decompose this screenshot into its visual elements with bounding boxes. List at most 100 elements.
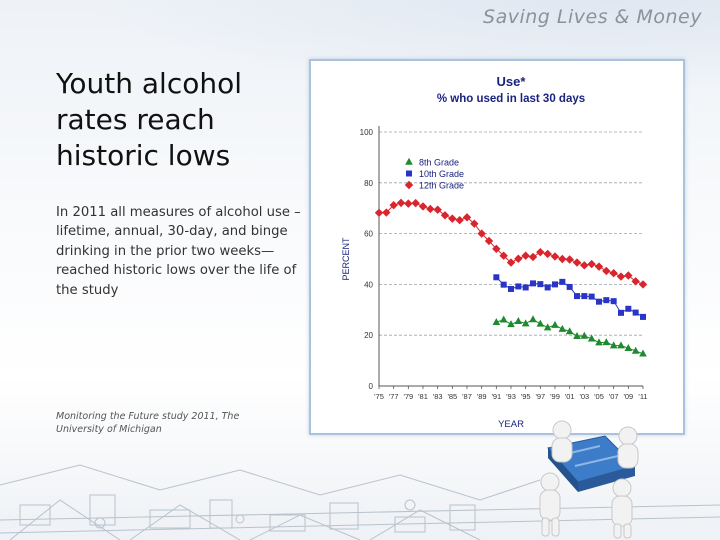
data-point-10th-grade <box>581 293 588 300</box>
data-point-8th-grade <box>529 315 537 323</box>
data-point-10th-grade <box>515 283 522 290</box>
data-point-12th-grade <box>492 244 501 254</box>
legend-label-12th-grade: 12th Grade <box>419 181 464 191</box>
data-point-8th-grade <box>558 324 567 332</box>
data-point-10th-grade <box>640 313 646 320</box>
data-point-12th-grade <box>374 208 384 217</box>
data-point-8th-grade <box>617 341 625 349</box>
data-point-12th-grade <box>470 219 479 228</box>
data-point-8th-grade <box>514 317 523 325</box>
data-point-10th-grade <box>530 280 536 287</box>
data-point-12th-grade <box>433 205 442 214</box>
x-tick-label: '07 <box>609 392 619 401</box>
data-point-8th-grade <box>499 315 508 323</box>
data-point-8th-grade <box>543 323 552 331</box>
legend-marker-10th-grade <box>406 170 412 177</box>
data-point-8th-grade <box>639 349 647 357</box>
x-tick-label: '03 <box>579 392 589 401</box>
x-tick-label: '85 <box>447 392 457 401</box>
data-point-10th-grade <box>618 309 624 316</box>
data-point-10th-grade <box>508 285 514 292</box>
data-point-8th-grade <box>521 319 530 327</box>
data-point-10th-grade <box>493 274 500 281</box>
data-point-12th-grade <box>558 254 567 264</box>
chart-frame: Use* % who used in last 30 days 0 20 40 60 80 1… <box>309 59 685 435</box>
alcohol-use-chart: Use* % who used in last 30 days 0 20 40 60 80 1… <box>341 74 648 430</box>
x-tick-label: '81 <box>418 392 428 401</box>
x-tick-label: '01 <box>565 392 575 401</box>
data-point-12th-grade <box>565 255 574 264</box>
data-point-10th-grade <box>625 305 632 312</box>
x-tick-label: '11 <box>638 392 647 401</box>
data-point-12th-grade <box>536 247 545 257</box>
data-point-12th-grade <box>616 272 626 281</box>
data-point-12th-grade <box>382 208 391 217</box>
y-axis-label: PERCENT <box>341 237 351 281</box>
data-point-12th-grade <box>543 249 552 259</box>
data-point-8th-grade <box>631 346 640 354</box>
x-tick-label: '99 <box>550 392 560 401</box>
data-point-12th-grade <box>411 198 420 208</box>
city-map-illustration <box>0 464 720 540</box>
data-point-12th-grade <box>550 252 560 261</box>
data-point-12th-grade <box>602 266 611 276</box>
puzzle-team-illustration <box>539 420 639 539</box>
brand-tagline: Saving Lives & Money <box>483 6 702 28</box>
x-tick-label: '79 <box>403 392 413 401</box>
data-point-12th-grade <box>426 204 435 214</box>
x-tick-label: '97 <box>535 392 545 401</box>
y-tick-label: 20 <box>364 331 373 340</box>
x-tick-label: '87 <box>462 392 472 401</box>
data-point-12th-grade <box>477 229 486 238</box>
y-tick-label: 40 <box>364 280 373 289</box>
data-point-8th-grade <box>587 334 596 342</box>
x-tick-label: '93 <box>506 392 516 401</box>
data-point-10th-grade <box>559 278 566 285</box>
x-axis-label: YEAR <box>498 419 524 430</box>
data-point-12th-grade <box>440 211 450 220</box>
data-point-12th-grade <box>455 215 464 225</box>
x-tick-label: '09 <box>623 392 633 401</box>
data-point-12th-grade <box>587 259 596 269</box>
data-point-10th-grade <box>610 298 617 305</box>
source-citation: Monitoring the Future study 2011, The Un… <box>56 411 240 435</box>
data-point-12th-grade <box>418 202 428 211</box>
data-point-8th-grade <box>595 338 603 346</box>
data-point-10th-grade <box>596 298 602 305</box>
data-point-12th-grade <box>638 280 648 289</box>
data-point-10th-grade <box>552 281 558 288</box>
data-point-12th-grade <box>389 200 398 210</box>
data-point-12th-grade <box>499 251 508 260</box>
series-line-8th-grade <box>496 318 644 355</box>
data-point-12th-grade <box>580 261 589 270</box>
y-tick-label: 0 <box>369 382 374 391</box>
x-tick-label: '83 <box>433 392 443 401</box>
data-point-10th-grade <box>544 284 551 291</box>
data-point-8th-grade <box>573 332 581 340</box>
x-tick-label: '95 <box>521 392 531 401</box>
legend-label-8th-grade: 8th Grade <box>419 158 459 168</box>
legend-label-10th-grade: 10th Grade <box>419 169 464 179</box>
data-point-8th-grade <box>565 327 574 335</box>
chart-title: Use* <box>497 74 527 89</box>
data-point-12th-grade <box>609 269 618 278</box>
data-point-10th-grade <box>500 281 507 288</box>
y-tick-label: 100 <box>360 128 374 137</box>
x-tick-label: '89 <box>477 392 487 401</box>
data-point-8th-grade <box>580 331 589 339</box>
data-point-12th-grade <box>514 254 523 263</box>
data-point-10th-grade <box>632 309 639 316</box>
data-point-10th-grade <box>603 297 610 304</box>
data-point-12th-grade <box>484 236 494 246</box>
slide-title: Youth alcohol rates reach historic lows <box>56 67 243 172</box>
data-point-8th-grade <box>492 318 501 326</box>
data-point-12th-grade <box>396 198 406 208</box>
legend-marker-12th-grade <box>404 180 414 190</box>
x-tick-label: '77 <box>389 392 399 401</box>
data-point-12th-grade <box>404 199 413 208</box>
data-point-10th-grade <box>522 284 529 291</box>
data-point-10th-grade <box>588 293 595 300</box>
x-tick-label: '05 <box>594 392 604 401</box>
chart-subtitle: % who used in last 30 days <box>437 93 585 105</box>
data-point-12th-grade <box>572 258 582 267</box>
